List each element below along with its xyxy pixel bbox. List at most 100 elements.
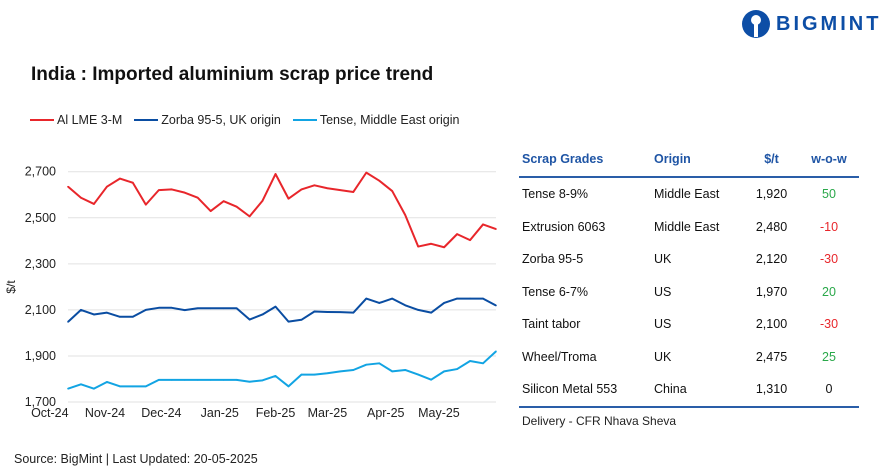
x-tick-label: Jan-25 <box>201 406 239 420</box>
cell-wow: 20 <box>822 284 836 299</box>
data-point <box>132 181 134 184</box>
data-point <box>300 188 303 191</box>
data-point <box>93 387 95 390</box>
data-point <box>352 369 355 371</box>
x-tick-label: Apr-25 <box>367 406 405 420</box>
data-point <box>67 321 69 323</box>
data-point <box>145 203 147 206</box>
data-point <box>67 387 69 390</box>
data-point <box>443 302 445 304</box>
data-point <box>196 307 199 310</box>
data-point <box>482 297 484 300</box>
data-point <box>482 223 484 226</box>
data-point <box>274 305 277 308</box>
data-point <box>145 385 147 388</box>
series-line-2 <box>67 350 497 390</box>
cell-grade: Silicon Metal 553 <box>522 382 618 397</box>
data-point <box>365 363 368 366</box>
logo-text: BIGMINT <box>776 12 882 35</box>
cell-grade: Tense 8-9% <box>522 187 589 202</box>
table-body: Tense 8-9% Middle East 1,920 50 Extrusion 60… <box>519 178 859 408</box>
data-point <box>106 311 108 314</box>
data-point <box>209 379 212 381</box>
cell-grade: Extrusion 6063 <box>522 219 606 234</box>
data-point <box>378 179 381 182</box>
x-tick-label: Mar-25 <box>308 406 348 420</box>
data-point <box>469 239 471 241</box>
chart-title: India : Imported aluminium scrap price t… <box>31 64 434 85</box>
cell-price: 2,100 <box>755 317 788 332</box>
data-point <box>469 360 471 362</box>
y-tick-label: 2,100 <box>25 303 56 317</box>
data-point <box>287 320 290 323</box>
table-footnote: Delivery - CFR Nhava Sheva <box>522 413 677 428</box>
data-point <box>300 373 303 376</box>
table-row: Wheel/Troma UK 2,475 25 <box>519 341 859 374</box>
data-point <box>261 379 264 382</box>
cell-grade: Zorba 95-5 <box>522 252 584 267</box>
data-point <box>248 380 251 383</box>
data-point <box>339 311 342 313</box>
header-origin: Origin <box>654 152 691 166</box>
data-point <box>222 307 225 310</box>
data-point <box>222 379 225 381</box>
data-point <box>67 185 69 188</box>
legend-item: Tense, Middle East origin <box>292 113 459 127</box>
data-point <box>326 372 329 375</box>
cell-origin: US <box>654 317 672 332</box>
data-point <box>456 233 458 235</box>
y-tick-label: 2,300 <box>25 257 56 271</box>
data-point <box>119 315 121 318</box>
data-point <box>378 362 381 365</box>
legend-item: Zorba 95-5, UK origin <box>134 113 281 127</box>
data-point <box>287 197 290 200</box>
y-axis-label: $/t <box>4 280 18 294</box>
x-tick-label: Feb-25 <box>256 406 296 420</box>
data-point <box>80 196 82 199</box>
series-line-0 <box>67 171 497 249</box>
legend-label: Al LME 3-M <box>57 113 123 127</box>
x-tick-label: May-25 <box>418 406 460 420</box>
table-header: Scrap Grades Origin $/t w-o-w <box>519 142 859 178</box>
chart-legend: Al LME 3-M Zorba 95-5, UK origin Tense, Mi… <box>30 113 459 127</box>
data-point <box>80 309 82 311</box>
data-point <box>274 173 277 175</box>
cell-origin: Middle East <box>654 187 720 202</box>
cell-grade: Tense 6-7% <box>522 284 589 299</box>
data-point <box>391 370 394 373</box>
cell-wow: -30 <box>819 317 839 332</box>
data-point <box>378 302 381 304</box>
y-tick-label: 2,700 <box>25 165 56 179</box>
data-point <box>313 373 316 376</box>
header-grade: Scrap Grades <box>522 152 604 166</box>
data-point <box>80 383 82 386</box>
data-point <box>145 309 147 311</box>
data-point <box>209 307 212 310</box>
line-chart: 1,700 1,900 2,100 2,300 2,500 2,700 $/t Oct-24 N… <box>4 165 497 420</box>
data-point <box>93 313 95 316</box>
data-point <box>157 307 160 309</box>
data-point <box>430 311 432 314</box>
cell-wow: 50 <box>822 187 836 202</box>
y-tick-label: 1,900 <box>25 349 56 363</box>
data-point <box>417 245 419 248</box>
data-point <box>365 171 368 174</box>
cell-price: 1,310 <box>755 382 788 397</box>
data-point <box>157 189 160 191</box>
data-point <box>443 246 445 249</box>
data-point <box>170 379 173 381</box>
data-point <box>469 297 471 300</box>
data-point <box>456 368 458 370</box>
cell-price: 2,475 <box>755 349 788 364</box>
data-point <box>222 200 225 202</box>
data-point <box>417 373 419 376</box>
data-point <box>196 196 199 199</box>
table-row: Extrusion 6063 Middle East 2,480 -10 <box>519 211 859 244</box>
cell-origin: US <box>654 284 672 299</box>
table-row: Tense 8-9% Middle East 1,920 50 <box>519 178 859 211</box>
data-point <box>313 184 316 187</box>
data-point <box>417 309 419 311</box>
cell-wow: -30 <box>819 252 839 267</box>
cell-wow: 25 <box>822 349 836 364</box>
